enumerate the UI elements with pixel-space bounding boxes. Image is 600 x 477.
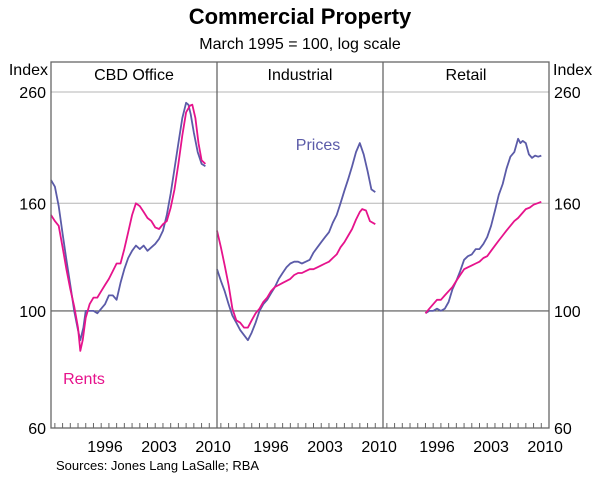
- grid-layer: [51, 91, 549, 312]
- y-tick-label-left: 160: [19, 196, 46, 213]
- y-tick-label-right: 260: [554, 85, 581, 102]
- x-tick-label: 2010: [195, 439, 231, 456]
- y-axis-label-right: Index: [553, 62, 592, 79]
- series-retail-prices: [425, 137, 542, 315]
- panel-title: Retail: [446, 67, 487, 84]
- series-industrial-prices: [216, 142, 376, 342]
- series-layer: [50, 101, 542, 352]
- x-tick-label: 1996: [253, 439, 289, 456]
- x-tick-label: 2003: [141, 439, 177, 456]
- annotation-rents: Rents: [63, 371, 105, 388]
- x-tick-label: 1996: [419, 439, 455, 456]
- annotation-prices: Prices: [296, 137, 340, 154]
- x-tick-label: 2003: [307, 439, 343, 456]
- y-tick-label-left: 60: [28, 421, 46, 438]
- x-tick-label: 2010: [527, 439, 563, 456]
- y-tick-label-right: 100: [554, 304, 581, 321]
- y-tick-label-right: 60: [554, 421, 572, 438]
- plot-frame: [50, 61, 550, 429]
- series-retail-rents: [424, 200, 542, 314]
- x-tick-label: 2010: [361, 439, 397, 456]
- chart-title: Commercial Property: [189, 4, 412, 29]
- chart-subtitle: March 1995 = 100, log scale: [199, 36, 401, 53]
- x-tick-label: 1996: [87, 439, 123, 456]
- source-note: Sources: Jones Lang LaSalle; RBA: [56, 458, 259, 473]
- y-tick-label-right: 160: [554, 196, 581, 213]
- frame-layer: [50, 61, 550, 429]
- series-industrial-rents: [216, 208, 376, 329]
- y-axis-label-left: Index: [9, 62, 48, 79]
- label-layer: CBD Office 1996 2003 2010 Industrial 1996 2003…: [19, 67, 581, 456]
- panel-title: CBD Office: [94, 67, 174, 84]
- series-cbd-office-rents: [50, 103, 207, 352]
- panel-title: Industrial: [268, 67, 333, 84]
- y-tick-label-left: 100: [19, 304, 46, 321]
- x-tick-label: 2003: [473, 439, 509, 456]
- y-tick-label-left: 260: [19, 85, 46, 102]
